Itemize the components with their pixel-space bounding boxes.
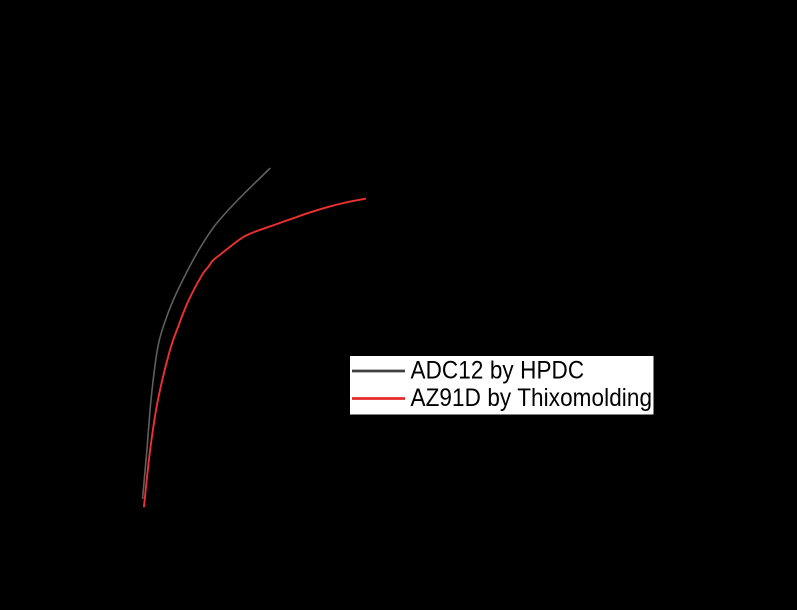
svg-text:ADC12 by HPDC: ADC12 by HPDC	[411, 357, 585, 384]
svg-text:AZ91D by Thixomolding: AZ91D by Thixomolding	[411, 384, 653, 411]
